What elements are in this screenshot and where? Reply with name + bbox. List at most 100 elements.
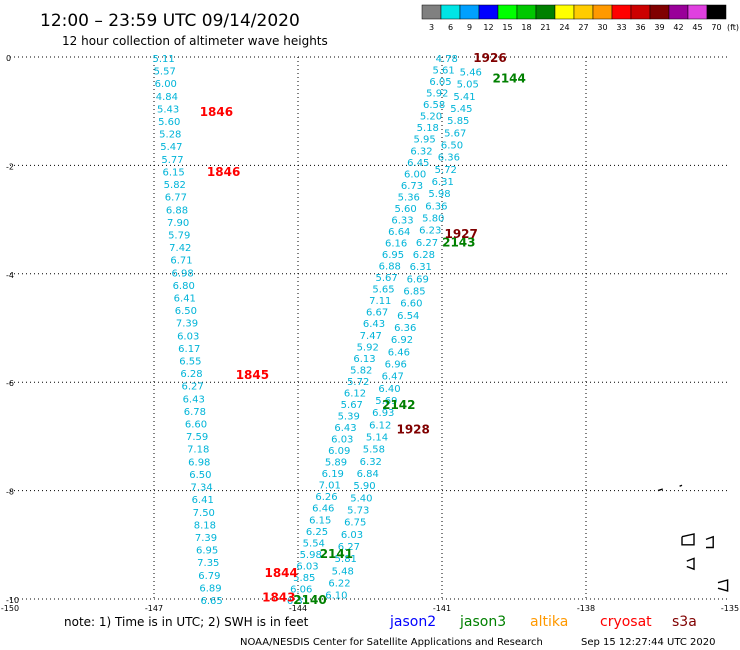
swh-value-jason3-42: 6.22	[328, 578, 350, 589]
swh-value-jason3-9: 6.31	[432, 177, 454, 188]
chart-subtitle: 12 hour collection of altimeter wave hei…	[62, 34, 328, 48]
wave-height-values: 5.115.576.004.845.435.605.285.475.776.15…	[152, 54, 481, 607]
swh-value-s3a-26: 6.13	[353, 354, 375, 365]
legend-swatch-24	[554, 4, 575, 20]
swh-value-s3a-27: 5.82	[350, 365, 372, 376]
swh-value-cryosat-9: 6.15	[162, 167, 184, 178]
note-text: note: 1) Time is in UTC; 2) SWH is in fe…	[64, 615, 309, 629]
swh-value-s3a-47: 6.31	[287, 596, 309, 607]
legend-label-45: 45	[692, 23, 702, 32]
legend-swatch-21	[535, 4, 556, 20]
swh-value-cryosat-1: 5.57	[154, 67, 176, 78]
swh-value-jason3-1: 5.05	[457, 80, 479, 91]
pass-label-jason3-2141: 2141	[320, 547, 353, 561]
swh-value-jason3-3: 5.45	[450, 104, 472, 115]
swh-value-s3a-39: 6.46	[312, 504, 334, 515]
swh-value-cryosat-19: 6.41	[174, 294, 196, 305]
swh-value-cryosat-6: 5.28	[159, 130, 181, 141]
swh-value-cryosat-34: 7.34	[190, 483, 212, 494]
pass-label-s3a-1928: 1928	[396, 422, 429, 436]
swh-value-s3a-12: 5.36	[398, 192, 420, 203]
legend-label-15: 15	[502, 23, 512, 32]
swh-value-s3a-42: 5.54	[303, 538, 325, 549]
grid-lines	[10, 56, 730, 600]
swh-value-jason3-33: 6.84	[357, 469, 379, 480]
pass-label-jason3-2140: 2140	[293, 593, 326, 607]
legend-swatch-9	[459, 4, 480, 20]
swh-value-cryosat-3: 4.84	[156, 92, 178, 103]
swh-value-s3a-19: 5.67	[375, 273, 397, 284]
satellite-jason3: jason3	[459, 614, 506, 630]
swh-value-cryosat-32: 6.98	[188, 457, 210, 468]
swh-value-cryosat-16: 6.71	[170, 256, 192, 267]
legend-swatch-18	[516, 4, 537, 20]
swh-value-jason3-20: 6.54	[397, 311, 419, 322]
legend-label-3: 3	[429, 23, 434, 32]
swh-value-cryosat-25: 6.28	[180, 369, 202, 380]
swh-value-cryosat-43: 6.65	[200, 596, 222, 607]
swh-value-jason3-12: 5.80	[422, 214, 444, 225]
pass-label-jason3-2144: 2144	[492, 72, 525, 86]
swh-value-cryosat-5: 5.60	[158, 117, 180, 128]
legend-swatch-15	[497, 4, 518, 20]
swh-value-jason3-16: 6.31	[410, 262, 432, 273]
swh-value-cryosat-24: 6.55	[179, 357, 201, 368]
legend-swatch-36	[630, 4, 651, 20]
swh-value-cryosat-23: 6.17	[178, 344, 200, 355]
swh-value-cryosat-28: 6.78	[184, 407, 206, 418]
swh-value-s3a-45: 5.85	[293, 573, 315, 584]
satellite-jason2: jason2	[389, 614, 436, 630]
pass-label-s3a-1926: 1926	[473, 51, 506, 65]
swh-value-jason3-40: 5.81	[335, 554, 357, 565]
legend-unit: (ft)	[727, 23, 739, 32]
swh-value-cryosat-40: 7.35	[197, 558, 219, 569]
swh-value-cryosat-35: 6.41	[192, 495, 214, 506]
swh-value-jason3-38: 6.03	[341, 530, 363, 541]
swh-value-s3a-15: 6.64	[388, 227, 410, 238]
swh-value-cryosat-31: 7.18	[187, 445, 209, 456]
swh-value-s3a-38: 6.26	[315, 492, 337, 503]
swh-value-jason3-23: 6.46	[388, 347, 410, 358]
island-island-c	[686, 557, 695, 571]
legend-label-6: 6	[448, 23, 453, 32]
y-tick-label-0: 0	[6, 54, 11, 63]
legend-swatch-3	[421, 4, 442, 20]
swh-value-jason3-35: 5.40	[350, 493, 372, 504]
swh-value-cryosat-30: 7.59	[186, 432, 208, 443]
pass-label-cryosat-1844: 1844	[264, 566, 297, 580]
color-legend: 3 6 9 12 15 18 21 24 27 30 33 36 39 42 45 70 (ft)	[421, 4, 739, 32]
swh-value-s3a-31: 5.39	[338, 412, 360, 423]
swh-value-jason3-26: 6.40	[378, 384, 400, 395]
coastline	[657, 484, 729, 592]
swh-value-jason3-18: 6.85	[403, 287, 425, 298]
swh-value-s3a-29: 6.12	[344, 388, 366, 399]
swh-value-jason3-6: 6.50	[441, 141, 463, 152]
legend-swatch-70	[706, 4, 727, 20]
legend-label-42: 42	[673, 23, 683, 32]
swh-value-jason3-21: 6.36	[394, 323, 416, 334]
legend-label-12: 12	[483, 23, 493, 32]
swh-value-cryosat-33: 6.50	[189, 470, 211, 481]
swh-value-s3a-6: 5.18	[417, 123, 439, 134]
swh-value-jason3-28: 6.93	[372, 408, 394, 419]
swh-value-jason3-4: 5.85	[447, 116, 469, 127]
swh-value-jason3-7: 6.36	[438, 153, 460, 164]
swh-value-cryosat-36: 7.50	[193, 508, 215, 519]
legend-label-9: 9	[467, 23, 472, 32]
swh-value-cryosat-12: 6.88	[166, 205, 188, 216]
swh-value-cryosat-41: 6.79	[198, 571, 220, 582]
swh-value-cryosat-8: 5.77	[161, 155, 183, 166]
swh-value-cryosat-2: 6.00	[155, 79, 177, 90]
swh-value-jason3-27: 5.69	[375, 396, 397, 407]
swh-value-jason3-2: 5.41	[453, 92, 475, 103]
swh-value-s3a-14: 6.33	[391, 215, 413, 226]
credit-text: NOAA/NESDIS Center for Satellite Applica…	[240, 637, 543, 648]
swh-value-cryosat-37: 8.18	[194, 520, 216, 531]
swh-value-s3a-23: 6.43	[363, 319, 385, 330]
swh-value-jason3-19: 6.60	[400, 299, 422, 310]
swh-value-jason3-15: 6.28	[413, 250, 435, 261]
pass-label-cryosat-1845: 1845	[236, 368, 269, 382]
swh-value-s3a-24: 7.47	[360, 331, 382, 342]
swh-value-s3a-1: 5.61	[432, 66, 454, 77]
